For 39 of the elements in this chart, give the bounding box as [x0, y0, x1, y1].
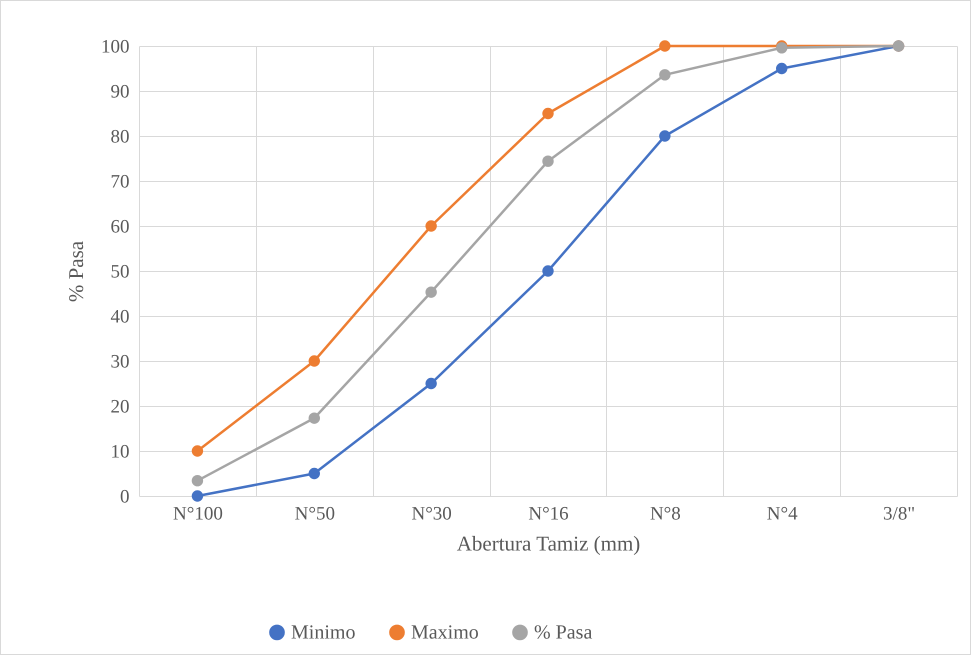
x-tick-label: N°30: [411, 504, 452, 524]
y-tick-label: 70: [110, 172, 130, 192]
point: [308, 412, 320, 424]
x-tick-label: N°8: [650, 504, 681, 524]
point: [542, 156, 554, 167]
point: [659, 130, 671, 142]
point: [659, 40, 671, 52]
x-tick-label: N°100: [173, 504, 223, 524]
point: [192, 490, 204, 502]
y-tick-label: 20: [110, 396, 130, 418]
y-tick-label: 50: [110, 262, 130, 282]
y-tick-label: 30: [110, 352, 130, 372]
y-tick-label: 40: [110, 306, 130, 328]
y-tick-label: 90: [110, 82, 130, 102]
point: [425, 378, 437, 390]
y-tick-label: 80: [110, 126, 130, 148]
point: [192, 445, 204, 457]
point: [192, 475, 204, 486]
point: [542, 108, 554, 120]
point: [308, 468, 320, 480]
legend-label: Maximo: [411, 621, 479, 644]
y-tick-label: 0: [120, 486, 130, 508]
y-tick-label: 10: [110, 442, 130, 462]
point: [308, 355, 320, 367]
y-tick-label: 60: [110, 216, 130, 238]
legend-label: Minimo: [291, 621, 356, 644]
point: [659, 69, 671, 80]
x-tick-label: N°50: [294, 504, 335, 524]
point: [542, 265, 554, 277]
legend-label: % Pasa: [534, 621, 592, 644]
y-tick-label: 100: [101, 36, 130, 58]
x-tick-label: N°4: [766, 504, 798, 524]
x-axis-title: Abertura Tamiz (mm): [456, 532, 640, 556]
point: [425, 286, 437, 298]
point: [425, 220, 437, 232]
point: [776, 62, 788, 74]
y-axis-title: % Pasa: [64, 240, 88, 302]
x-tick-label: N°16: [528, 504, 569, 524]
x-tick-label: 3/8": [883, 504, 916, 524]
